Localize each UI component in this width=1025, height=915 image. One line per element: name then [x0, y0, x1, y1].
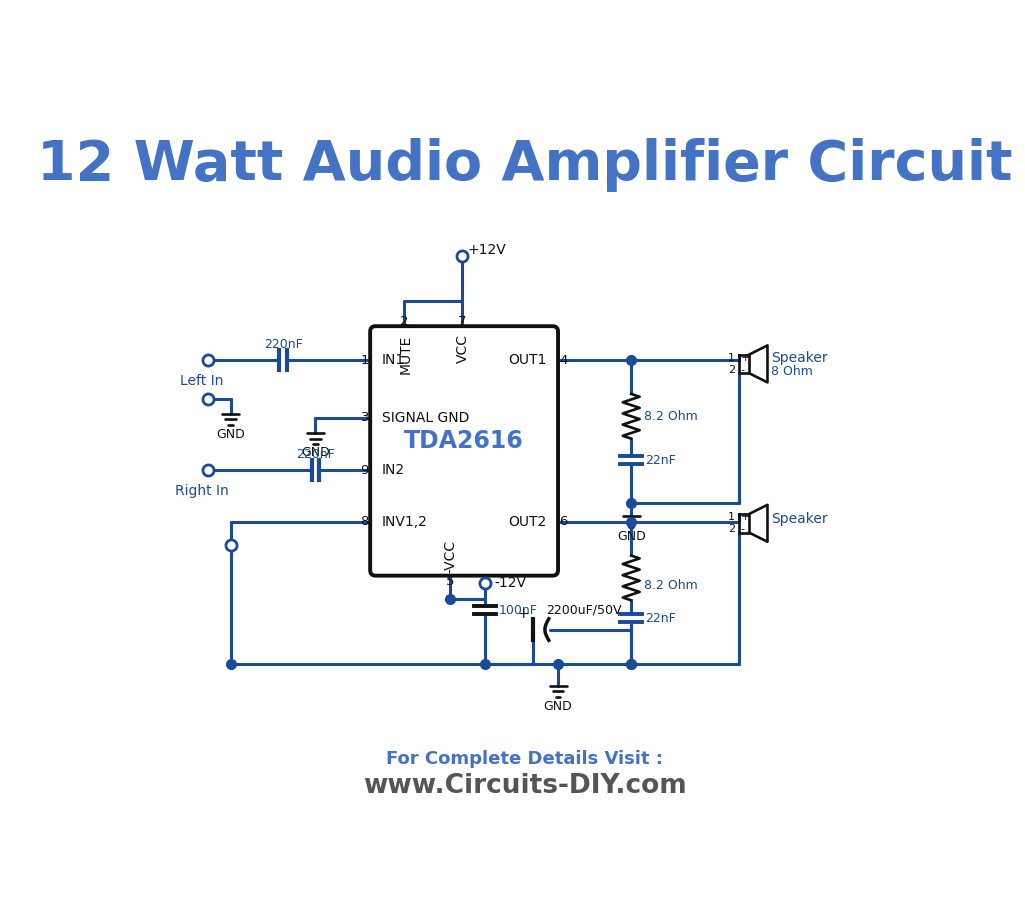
- Text: 5: 5: [446, 576, 454, 588]
- Text: -: -: [740, 365, 744, 375]
- Text: Right In: Right In: [174, 484, 229, 498]
- Text: +: +: [740, 512, 750, 522]
- Text: GND: GND: [617, 530, 646, 544]
- Text: 220nF: 220nF: [263, 339, 302, 351]
- Text: VCC: VCC: [456, 334, 470, 363]
- Text: SIGNAL GND: SIGNAL GND: [381, 411, 469, 425]
- Text: Left In: Left In: [179, 374, 223, 388]
- Text: 8.2 Ohm: 8.2 Ohm: [644, 410, 697, 423]
- Text: GND: GND: [301, 446, 330, 458]
- Text: GND: GND: [216, 428, 245, 441]
- Text: 8 Ohm: 8 Ohm: [772, 365, 813, 378]
- Text: -: -: [740, 524, 744, 534]
- Text: 1: 1: [728, 353, 735, 362]
- Text: 12 Watt Audio Amplifier Circuit: 12 Watt Audio Amplifier Circuit: [37, 138, 1013, 192]
- Text: +12V: +12V: [468, 243, 506, 257]
- Text: Speaker: Speaker: [772, 350, 828, 365]
- Text: MUTE: MUTE: [399, 335, 413, 374]
- Text: +: +: [740, 353, 750, 362]
- Text: GND: GND: [543, 700, 572, 713]
- Text: 2200uF/50V: 2200uF/50V: [546, 603, 622, 616]
- Text: 1: 1: [728, 512, 735, 522]
- Text: -12V: -12V: [494, 576, 526, 590]
- Text: 2: 2: [400, 315, 408, 328]
- Text: 3: 3: [361, 412, 369, 425]
- Text: 100nF: 100nF: [499, 604, 538, 617]
- Text: 220nF: 220nF: [296, 448, 335, 461]
- Text: OUT2: OUT2: [508, 515, 546, 529]
- Text: 6: 6: [560, 515, 568, 528]
- Text: IN2: IN2: [381, 463, 405, 477]
- Text: 8: 8: [361, 515, 369, 528]
- Text: 22nF: 22nF: [645, 454, 675, 467]
- FancyBboxPatch shape: [370, 326, 558, 576]
- Text: TDA2616: TDA2616: [404, 429, 524, 453]
- Text: 2: 2: [728, 524, 735, 534]
- Text: +: +: [518, 608, 529, 621]
- Text: Speaker: Speaker: [772, 512, 828, 526]
- Text: OUT1: OUT1: [508, 353, 546, 367]
- Text: 9: 9: [361, 464, 369, 477]
- Text: 7: 7: [457, 315, 466, 328]
- Text: 8.2 Ohm: 8.2 Ohm: [644, 579, 697, 592]
- Text: 2: 2: [728, 365, 735, 375]
- Text: www.Circuits-DIY.com: www.Circuits-DIY.com: [363, 773, 687, 799]
- Text: 4: 4: [560, 353, 568, 367]
- Text: -VCC: -VCC: [443, 540, 457, 573]
- Text: 1: 1: [361, 353, 369, 367]
- Text: For Complete Details Visit :: For Complete Details Visit :: [386, 750, 663, 768]
- Text: 22nF: 22nF: [645, 611, 675, 625]
- Text: IN1: IN1: [381, 353, 405, 367]
- Text: INV1,2: INV1,2: [381, 515, 427, 529]
